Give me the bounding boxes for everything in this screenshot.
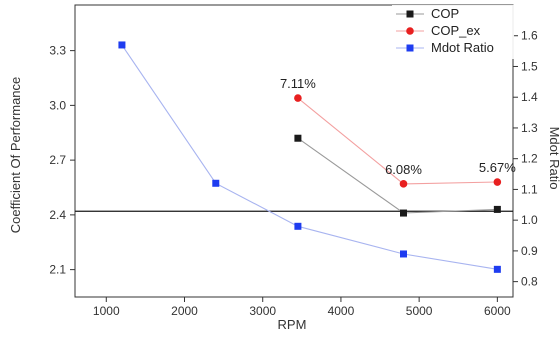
legend-label-cop: COP [431,6,459,21]
plot-frame [74,4,514,298]
y-right-tick-label: 1.1 [521,182,538,196]
y-right-tick-label: 0.8 [521,275,538,289]
data-point-mdot-ratio [294,222,302,230]
y-axis-left-title: Coefficient Of Performance [8,77,23,234]
data-point-cop [493,205,501,213]
data-label: 6.08% [385,162,422,177]
x-tick-label: 5000 [406,304,433,318]
data-point-cop [400,209,407,217]
x-tick-label: 2000 [171,304,198,318]
plot-border [74,4,514,298]
legend-entry-cop-ex: COP_ex [396,23,481,38]
y-axis-right-title: Mdot Ratio [547,127,560,190]
x-tick-label: 6000 [484,304,511,318]
x-axis: 1000 2000 3000 4000 5000 6000 [93,297,511,318]
y-right-tick-label: 1.4 [521,90,538,104]
legend-marker-cop [406,10,414,18]
series-cop-ex [294,94,502,188]
data-point-cop-ex [294,94,302,102]
legend-label-mdot-ratio: Mdot Ratio [431,40,494,55]
y-right-tick-label: 1.5 [521,59,538,73]
y-axis-right: 0.8 0.9 1.0 1.1 1.2 1.3 1.4 1.5 1.6 [513,29,538,289]
annotations: 7.11% 6.08% 5.67% [280,76,516,177]
data-point-cop-ex [399,180,408,188]
legend-marker-mdot-ratio [406,44,414,52]
y-left-tick-label: 2.1 [49,263,66,277]
legend-marker-cop-ex [406,27,414,35]
data-point-mdot-ratio [400,250,407,258]
y-right-tick-label: 0.9 [521,244,538,258]
data-point-mdot-ratio [118,41,126,49]
y-right-tick-label: 1.6 [521,29,538,43]
y-left-tick-label: 3.0 [49,98,66,112]
x-tick-label: 1000 [93,304,120,318]
series-cop [294,134,501,217]
legend-entry-mdot-ratio: Mdot Ratio [396,40,494,55]
x-tick-label: 3000 [249,304,276,318]
data-point-mdot-ratio [493,265,501,273]
legend-entry-cop: COP [396,6,459,21]
series-mdot-ratio [118,41,501,273]
x-tick-label: 4000 [328,304,355,318]
legend-label-cop-ex: COP_ex [431,23,481,38]
y-axis-left: 2.1 2.4 2.7 3.0 3.3 [49,44,75,277]
y-left-tick-label: 3.3 [49,44,66,58]
data-point-cop [294,134,302,142]
y-left-tick-label: 2.7 [49,153,66,167]
y-right-tick-label: 1.3 [521,121,538,135]
y-right-tick-label: 1.2 [521,152,538,166]
series-layer [118,41,502,273]
data-point-cop-ex [493,178,502,186]
data-label: 7.11% [280,76,316,91]
x-axis-title: RPM [278,317,307,332]
y-left-tick-label: 2.4 [49,208,66,222]
legend: COP COP_ex Mdot Ratio [392,5,514,59]
y-right-tick-label: 1.0 [521,213,538,227]
data-label: 5.67% [479,160,516,175]
data-point-mdot-ratio [212,179,220,187]
